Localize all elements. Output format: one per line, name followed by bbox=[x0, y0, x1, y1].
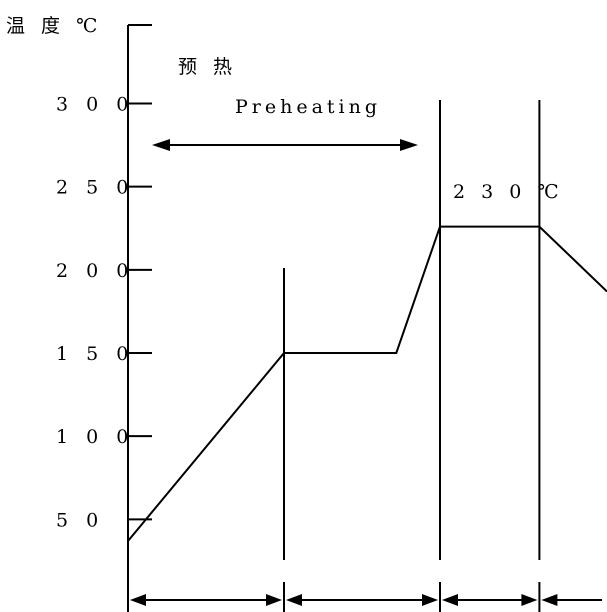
peak-temp-label: 2 3 0 ℃ bbox=[453, 181, 564, 203]
y-axis-title: 温 度 ℃ bbox=[6, 15, 102, 37]
preheat-cn-label: 预 热 bbox=[178, 56, 237, 78]
y-tick-label: 2 0 0 bbox=[56, 260, 134, 282]
temperature-profile-line bbox=[127, 225, 607, 542]
y-tick-label: 5 0 bbox=[56, 509, 104, 531]
y-tick-label: 1 0 0 bbox=[56, 426, 134, 448]
phase-boundary-lines bbox=[283, 100, 541, 560]
preheat-range-arrow bbox=[152, 139, 418, 151]
preheat-en-label: Preheating bbox=[235, 96, 381, 118]
y-tick-label: 1 5 0 bbox=[56, 343, 134, 365]
phase-duration-arrow bbox=[130, 594, 282, 606]
y-tick-label: 2 5 0 bbox=[56, 177, 134, 199]
phase-duration-arrows bbox=[127, 582, 602, 612]
phase-duration-arrow bbox=[541, 594, 602, 606]
y-ticks: 5 0 1 0 0 1 5 0 2 0 0 2 5 0 3 0 0 bbox=[56, 94, 152, 531]
phase-duration-arrow bbox=[286, 594, 438, 606]
phase-duration-arrow bbox=[442, 594, 538, 606]
y-tick-label: 3 0 0 bbox=[56, 94, 134, 116]
